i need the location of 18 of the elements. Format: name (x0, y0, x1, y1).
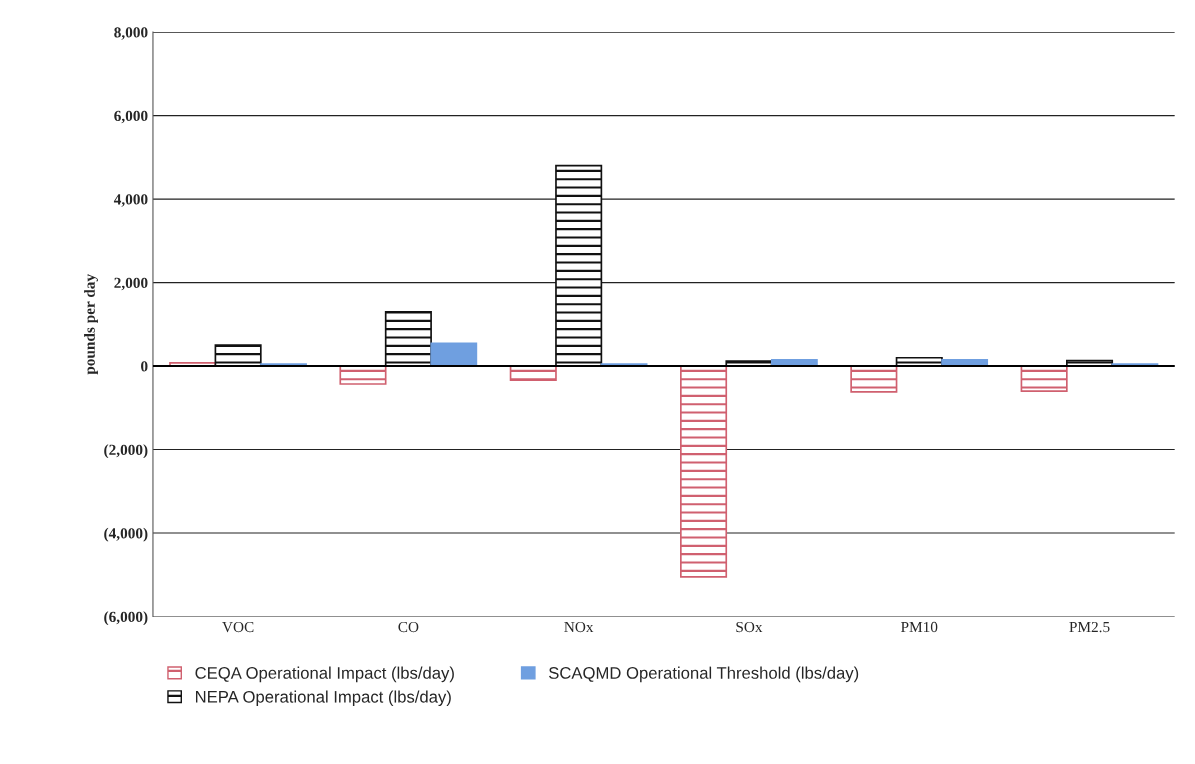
y-tick-label: (6,000) (104, 611, 148, 626)
y-axis-title: pounds per day (84, 274, 98, 375)
x-tick-label: PM2.5 (1069, 621, 1110, 633)
y-tick-label: (4,000) (104, 527, 148, 542)
y-tick-label: 4,000 (113, 194, 148, 207)
legend-label: CEQA Operational Impact (lbs/day) (195, 666, 454, 683)
y-tick-label: 0 (141, 361, 148, 372)
x-tick-label: CO (398, 621, 419, 633)
y-tick-label: 6,000 (114, 110, 148, 124)
x-tick-label: NOx (564, 621, 594, 633)
x-tick-label: VOC (222, 621, 254, 633)
y-tick-label: 2,000 (114, 277, 148, 291)
y-tick-label: (2,000) (104, 444, 148, 459)
legend-label: SCAQMD Operational Threshold (lbs/day) (549, 666, 859, 683)
x-tick-label: SOx (736, 621, 763, 633)
x-tick-label: PM10 (901, 621, 938, 633)
legend-label: NEPA Operational Impact (lbs/day) (195, 690, 451, 707)
y-tick-label: 8,000 (114, 27, 148, 40)
